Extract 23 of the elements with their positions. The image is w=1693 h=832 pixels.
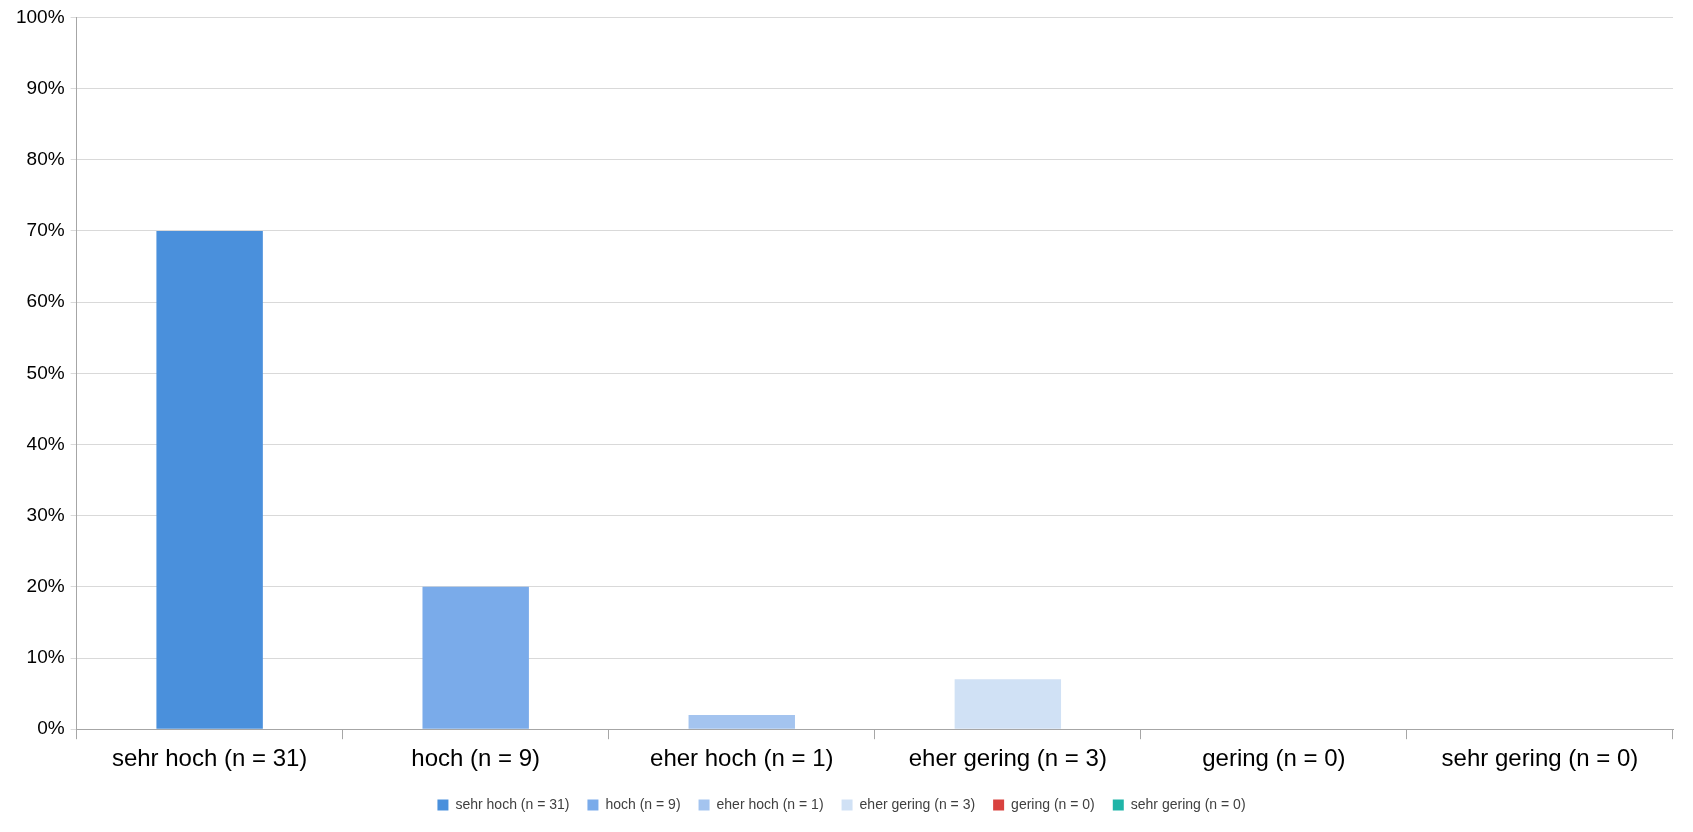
y-tick-label: 60% [26, 290, 65, 312]
y-tick-label: 30% [26, 503, 65, 525]
y-tick-label: 50% [26, 361, 65, 383]
y-tick-label: 80% [26, 147, 65, 169]
x-tick-label: sehr hoch (n = 31) [111, 744, 308, 772]
legend-label: gering (n = 0) [1011, 795, 1095, 812]
x-tick-label: eher gering (n = 3) [908, 744, 1107, 772]
y-tick-label: 40% [26, 432, 65, 454]
y-tick-label: 70% [26, 219, 65, 241]
y-tick-label: 90% [26, 76, 65, 98]
x-tick-label: sehr gering (n = 0) [1441, 744, 1639, 772]
y-tick-label: 100% [15, 5, 65, 27]
y-tick-label: 0% [37, 717, 65, 739]
x-tick-label: gering (n = 0) [1202, 744, 1346, 772]
x-tick-label: hoch (n = 9) [411, 744, 541, 772]
legend-label: hoch (n = 9) [605, 795, 681, 812]
y-tick-label: 10% [26, 646, 65, 668]
legend-label: sehr gering (n = 0) [1130, 795, 1246, 812]
legend-label: eher hoch (n = 1) [716, 795, 824, 812]
y-tick-label: 20% [26, 575, 65, 597]
legend-label: eher gering (n = 3) [859, 795, 976, 812]
legend-label: sehr hoch (n = 31) [455, 795, 570, 812]
x-tick-label: eher hoch (n = 1) [650, 744, 834, 772]
